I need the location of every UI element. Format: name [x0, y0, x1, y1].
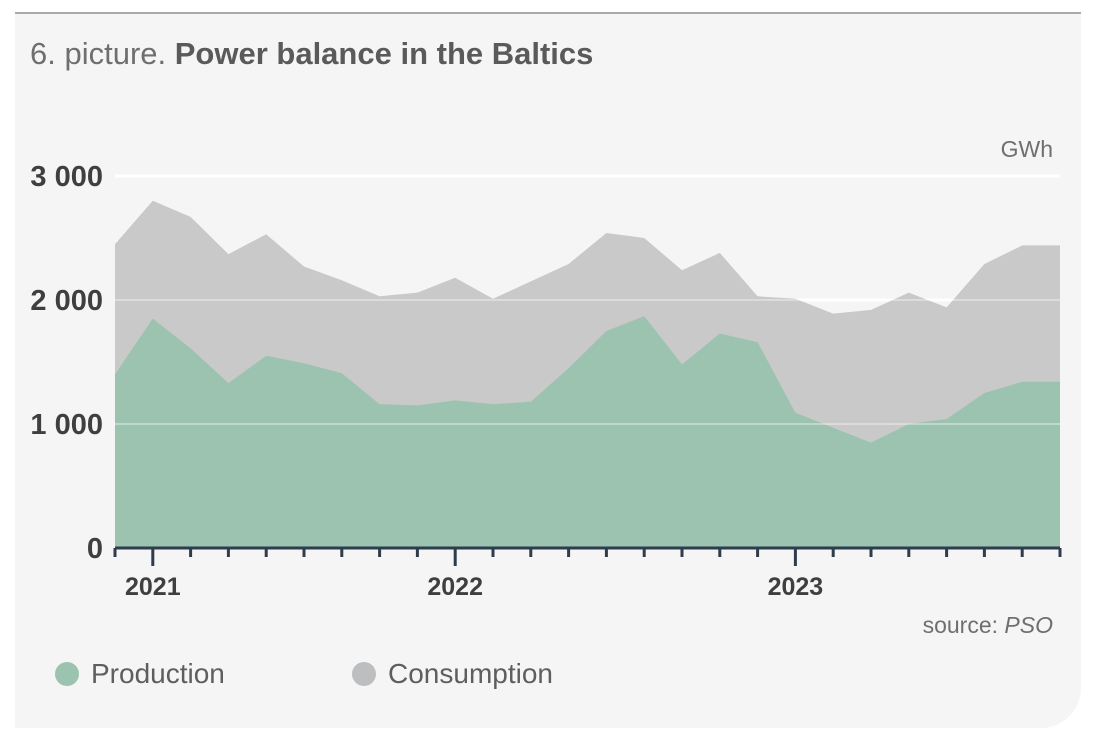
data-point-consumption	[644, 238, 645, 239]
data-point-consumption	[682, 270, 683, 271]
legend-label-production: Production	[91, 658, 225, 689]
data-point-production	[1022, 381, 1023, 382]
data-point-production	[606, 331, 607, 332]
production-swatch-icon	[55, 662, 79, 686]
data-point-consumption	[908, 292, 909, 293]
data-point-production	[682, 364, 683, 365]
data-point-production	[644, 316, 645, 317]
data-point-consumption	[417, 292, 418, 293]
data-point-production	[304, 363, 305, 364]
data-point-consumption	[190, 216, 191, 217]
chart-title: 6. picture. Power balance in the Baltics	[30, 36, 593, 72]
data-point-production	[1060, 381, 1061, 382]
data-point-production	[493, 404, 494, 405]
data-point-production	[984, 393, 985, 394]
legend-label-consumption: Consumption	[388, 658, 553, 689]
legend-item-consumption: Consumption	[352, 658, 553, 690]
data-point-consumption	[455, 277, 456, 278]
data-point-consumption	[266, 234, 267, 235]
data-point-production	[757, 342, 758, 343]
data-point-production	[379, 404, 380, 405]
title-main: Power balance in the Baltics	[174, 36, 594, 71]
data-point-production	[568, 368, 569, 369]
data-point-consumption	[379, 296, 380, 297]
consumption-swatch-icon	[352, 662, 376, 686]
x-tick-label: 2021	[125, 573, 181, 601]
data-point-consumption	[606, 233, 607, 234]
data-point-consumption	[152, 200, 153, 201]
y-tick-label: 3 000	[30, 161, 103, 193]
data-point-production	[115, 374, 116, 375]
data-point-production	[833, 427, 834, 428]
data-point-consumption	[228, 254, 229, 255]
data-point-production	[946, 419, 947, 420]
data-point-production	[266, 355, 267, 356]
data-point-production	[152, 318, 153, 319]
data-point-production	[417, 405, 418, 406]
data-point-consumption	[984, 264, 985, 265]
unit-label: GWh	[1000, 136, 1053, 162]
source-note: source: PSO	[923, 612, 1053, 639]
source-label: source:	[922, 612, 999, 638]
y-tick-label: 1 000	[30, 409, 103, 441]
y-tick-label: 0	[87, 533, 103, 565]
data-point-production	[908, 424, 909, 425]
data-point-consumption	[493, 298, 494, 299]
data-point-consumption	[568, 264, 569, 265]
data-point-production	[719, 333, 720, 334]
data-point-consumption	[1060, 245, 1061, 246]
title-prefix: 6. picture.	[30, 36, 167, 71]
data-point-consumption	[304, 266, 305, 267]
data-point-production	[871, 442, 872, 443]
data-point-production	[795, 412, 796, 413]
y-tick-label: 2 000	[30, 285, 103, 317]
legend-item-production: Production	[55, 658, 225, 690]
data-point-consumption	[795, 298, 796, 299]
data-point-consumption	[946, 307, 947, 308]
data-point-production	[455, 400, 456, 401]
data-point-consumption	[757, 296, 758, 297]
data-point-consumption	[833, 313, 834, 314]
series-area-production	[115, 316, 1060, 548]
x-tick-label: 2023	[768, 573, 824, 601]
data-point-consumption	[871, 309, 872, 310]
data-point-production	[341, 373, 342, 374]
data-point-consumption	[719, 252, 720, 253]
data-point-consumption	[115, 244, 116, 245]
data-point-production	[530, 401, 531, 402]
x-tick-label: 2022	[427, 573, 483, 601]
data-point-consumption	[1022, 245, 1023, 246]
data-point-production	[190, 348, 191, 349]
data-point-consumption	[530, 281, 531, 282]
data-point-consumption	[341, 280, 342, 281]
data-point-production	[228, 383, 229, 384]
source-name: PSO	[1004, 612, 1053, 638]
